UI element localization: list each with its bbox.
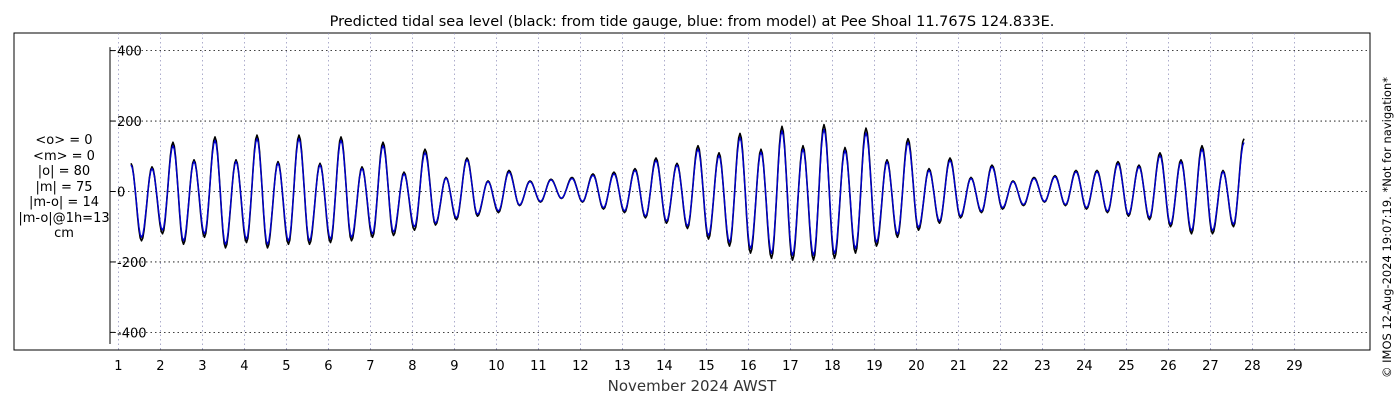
side-note: © IMOS 12-Aug-2024 19:07:19. *Not for na… [1380,77,1394,378]
stat-unit: cm [54,226,74,241]
x-tick-label: 19 [866,359,883,374]
x-tick-label: 5 [282,359,290,374]
x-tick-label: 23 [1034,359,1051,374]
x-tick-label: 15 [698,359,715,374]
x-tick-label: 8 [408,359,416,374]
x-tick-label: 2 [156,359,164,374]
x-tick-label: 7 [366,359,374,374]
x-tick-label: 12 [572,359,589,374]
y-tick-label: 200 [117,115,142,130]
stat-abs-model: |m| = 75 [35,179,93,195]
stat-mean-observed: <o> = 0 [35,133,93,148]
x-tick-label: 22 [992,359,1009,374]
x-tick-label: 18 [824,359,841,374]
stat-abs-observed: |o| = 80 [37,164,91,179]
y-tick-labels: -400 -200 0 200 400 [117,45,147,342]
x-tick-label: 10 [488,359,505,374]
outer-plot-frame [13,32,1371,351]
x-tick-labels: 1 2 3 4 5 6 7 8 9 10 11 12 13 14 15 16 17 18 19 20 21 22 23 24 2… [114,359,1302,374]
y-tick-label: 400 [117,45,142,60]
x-tick-label: 4 [240,359,248,374]
chart-title: Predicted tidal sea level (black: from t… [330,14,1055,30]
y-tick-label: 0 [117,186,125,201]
x-tick-label: 24 [1076,359,1093,374]
x-tick-label: 20 [908,359,925,374]
x-tick-label: 13 [614,359,631,374]
x-tick-label: 21 [950,359,967,374]
x-tick-label: 25 [1118,359,1135,374]
x-tick-label: 14 [656,359,673,374]
grid-lines [110,33,1370,350]
series-lines [130,123,1245,261]
series-line-model [130,128,1245,256]
y-tick-label: -400 [117,326,147,341]
x-tick-label: 16 [740,359,757,374]
x-tick-label: 28 [1244,359,1261,374]
stat-mean-model: <m> = 0 [33,148,95,164]
x-tick-label: 11 [530,359,547,374]
stats-panel: <o> = 0 <m> = 0 |o| = 80 |m| = 75 |m-o| … [10,133,118,242]
x-tick-label: 26 [1160,359,1177,374]
x-tick-label: 27 [1202,359,1219,374]
axes [109,47,115,344]
x-tick-label: 9 [450,359,458,374]
x-tick-label: 6 [324,359,332,374]
x-tick-label: 3 [198,359,206,374]
x-tick-label: 29 [1286,359,1303,374]
x-tick-label: 1 [114,359,122,374]
stat-abs-diff: |m-o| = 14 [28,195,99,210]
x-axis-label: November 2024 AWST [608,377,778,395]
y-tick-label: -200 [117,256,147,271]
stat-abs-diff-1h: |m-o|@1h=13 [18,210,110,226]
x-tick-label: 17 [782,359,799,374]
